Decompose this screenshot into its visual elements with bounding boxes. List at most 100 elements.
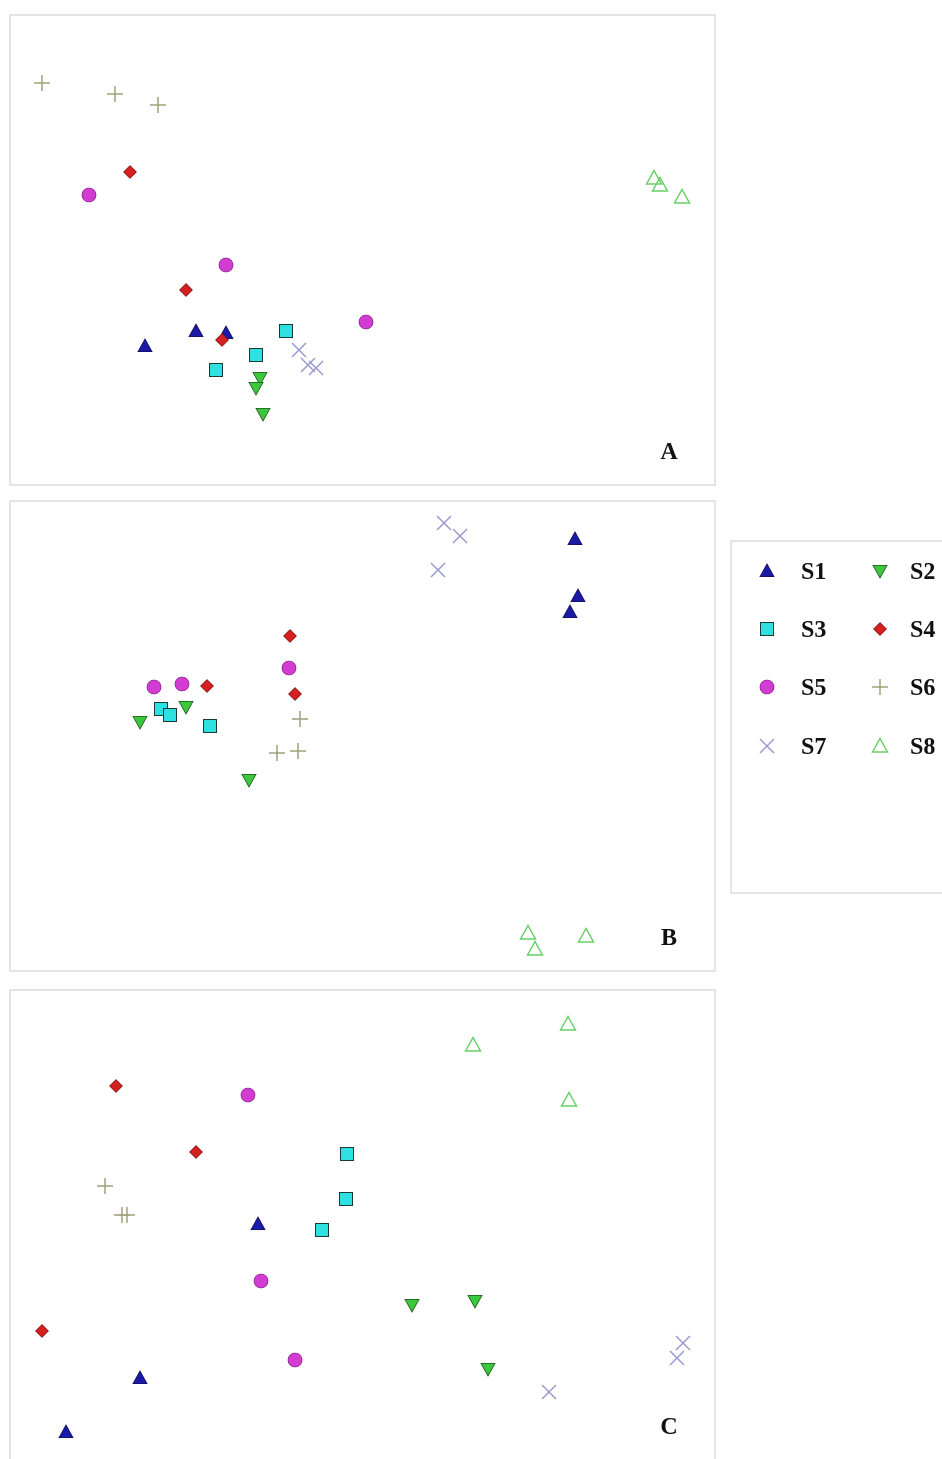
point-S3 bbox=[279, 324, 293, 338]
point-S5 bbox=[146, 679, 162, 695]
legend-marker-S2 bbox=[872, 565, 888, 579]
series-S1 bbox=[58, 1216, 266, 1438]
point-S2 bbox=[178, 701, 194, 715]
series-S6 bbox=[269, 711, 308, 761]
point-S3 bbox=[249, 348, 263, 362]
legend-marker-S8 bbox=[871, 737, 889, 753]
point-S6 bbox=[150, 97, 166, 113]
series-S5 bbox=[81, 187, 374, 330]
point-S5 bbox=[81, 187, 97, 203]
point-S1 bbox=[570, 588, 586, 602]
point-S3 bbox=[209, 363, 223, 377]
series-S3 bbox=[154, 702, 217, 733]
point-S1 bbox=[58, 1424, 74, 1438]
point-S4 bbox=[109, 1079, 123, 1093]
series-S7 bbox=[291, 342, 324, 376]
point-S6 bbox=[119, 1207, 135, 1223]
point-S7 bbox=[541, 1384, 557, 1400]
point-S6 bbox=[292, 711, 308, 727]
point-S1 bbox=[250, 1216, 266, 1230]
point-S3 bbox=[315, 1223, 329, 1237]
legend-entry-S4: S4 bbox=[873, 617, 935, 643]
point-S2 bbox=[255, 407, 271, 422]
point-S6 bbox=[107, 86, 123, 102]
point-S8 bbox=[559, 1015, 577, 1031]
point-S5 bbox=[253, 1273, 269, 1289]
point-S8 bbox=[560, 1091, 578, 1107]
series-S3 bbox=[315, 1147, 354, 1237]
scatter-panel-C: C bbox=[9, 989, 716, 1459]
series-S2 bbox=[248, 371, 271, 422]
point-S3 bbox=[203, 719, 217, 733]
point-S3 bbox=[163, 708, 177, 722]
panel-frame bbox=[9, 989, 716, 1459]
point-S6 bbox=[290, 743, 306, 759]
panel-label: B bbox=[661, 925, 677, 951]
point-S1 bbox=[188, 323, 204, 338]
point-S4 bbox=[215, 333, 229, 347]
point-S7 bbox=[452, 528, 468, 544]
point-S1 bbox=[137, 338, 153, 353]
point-S8 bbox=[645, 169, 663, 185]
legend-marker-S1 bbox=[759, 563, 775, 577]
point-S2 bbox=[132, 716, 148, 730]
legend-marker-S5 bbox=[759, 679, 775, 695]
legend-entry-S8: S8 bbox=[871, 734, 935, 760]
panel-frame bbox=[9, 500, 716, 972]
legend-label: S5 bbox=[801, 675, 826, 701]
point-S6 bbox=[269, 745, 285, 761]
point-S8 bbox=[673, 188, 691, 204]
legend-label: S2 bbox=[910, 559, 935, 585]
series-S8 bbox=[464, 1015, 578, 1107]
point-S2 bbox=[248, 381, 264, 396]
point-S5 bbox=[358, 314, 374, 330]
point-S5 bbox=[240, 1087, 256, 1103]
point-S4 bbox=[179, 283, 193, 297]
series-S5 bbox=[146, 660, 297, 695]
legend-entry-S6: S6 bbox=[872, 675, 935, 701]
series-S7 bbox=[541, 1335, 691, 1400]
series-S5 bbox=[240, 1087, 303, 1368]
point-S5 bbox=[281, 660, 297, 676]
legend-entry-S2: S2 bbox=[872, 559, 935, 585]
point-S8 bbox=[464, 1036, 482, 1052]
point-S4 bbox=[189, 1145, 203, 1159]
point-S7 bbox=[308, 360, 324, 376]
legend-entry-S7: S7 bbox=[759, 734, 826, 760]
legend-label: S3 bbox=[801, 617, 826, 643]
series-S8 bbox=[645, 169, 691, 204]
point-S2 bbox=[241, 774, 257, 788]
point-S8 bbox=[526, 940, 544, 956]
point-S2 bbox=[404, 1299, 420, 1313]
point-S5 bbox=[287, 1352, 303, 1368]
point-S4 bbox=[288, 687, 302, 701]
legend-entry-S1: S1 bbox=[759, 559, 826, 585]
series-S2 bbox=[404, 1295, 496, 1377]
legend: S1 S2 S3 S4 S5 S6 S7 S8 bbox=[730, 540, 942, 894]
series-S1 bbox=[562, 531, 586, 618]
point-S5 bbox=[174, 676, 190, 692]
series-S7 bbox=[430, 515, 468, 578]
legend-label: S7 bbox=[801, 734, 826, 760]
point-S2 bbox=[480, 1363, 496, 1377]
scatter-panels: A B C bbox=[9, 14, 716, 1459]
point-S3 bbox=[340, 1147, 354, 1161]
point-S8 bbox=[519, 924, 537, 940]
point-S6 bbox=[34, 75, 50, 91]
legend-marker-S3 bbox=[760, 622, 774, 636]
point-S6 bbox=[97, 1178, 113, 1194]
legend-label: S4 bbox=[910, 617, 935, 643]
series-S6 bbox=[97, 1178, 135, 1223]
point-S7 bbox=[436, 515, 452, 531]
series-S2 bbox=[132, 701, 257, 788]
legend-label: S1 bbox=[801, 559, 826, 585]
series-S4 bbox=[200, 629, 302, 701]
series-S8 bbox=[519, 924, 595, 956]
point-S1 bbox=[567, 531, 583, 545]
point-S4 bbox=[123, 165, 137, 179]
legend-entry-S5: S5 bbox=[759, 675, 826, 701]
point-S4 bbox=[200, 679, 214, 693]
panel-frame bbox=[9, 14, 716, 486]
point-S7 bbox=[291, 342, 307, 358]
point-S8 bbox=[651, 176, 669, 192]
